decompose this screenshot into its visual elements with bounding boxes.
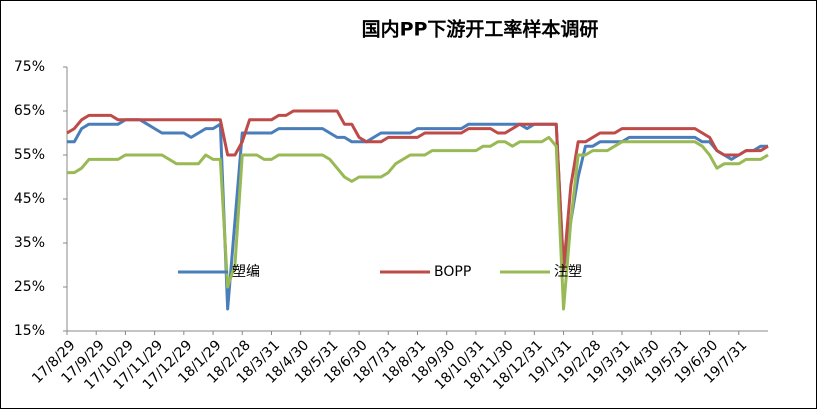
legend-label: 注塑 — [554, 264, 582, 280]
y-tick-label: 35% — [14, 235, 45, 251]
y-tick-label: 25% — [14, 279, 45, 295]
series-line — [67, 135, 769, 311]
chart-title: 国内PP下游开工率样本调研 — [362, 18, 599, 41]
y-tick-label: 75% — [14, 59, 45, 75]
y-tick-label: 65% — [14, 103, 45, 119]
y-tick-label: 15% — [14, 323, 45, 339]
series-line — [66, 109, 769, 271]
series-line — [67, 118, 768, 311]
legend-label: 塑编 — [232, 264, 260, 280]
y-tick-label: 55% — [14, 147, 45, 163]
legend-label: BOPP — [434, 264, 471, 280]
y-tick-label: 45% — [14, 191, 45, 207]
